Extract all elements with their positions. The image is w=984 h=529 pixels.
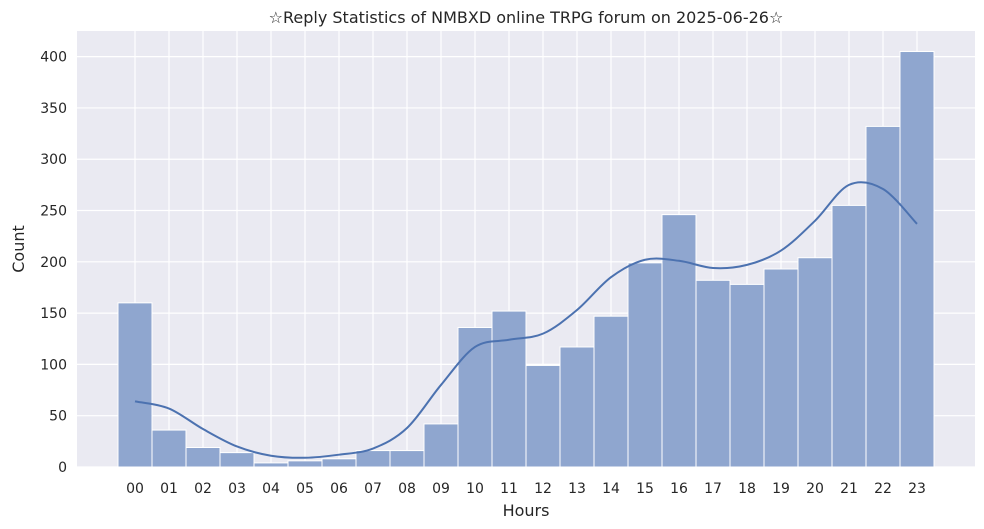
y-tick-label: 400 [40, 50, 67, 66]
bar-hour-19 [763, 268, 799, 468]
bar-hour-01 [151, 429, 187, 468]
y-tick-label: 150 [40, 306, 67, 322]
x-tick-label: 03 [228, 481, 246, 497]
bar-hour-00 [117, 302, 153, 468]
bar-hour-15 [627, 262, 663, 468]
x-tick-label: 23 [908, 481, 926, 497]
x-tick-label: 19 [772, 481, 790, 497]
bar-hour-04 [253, 462, 289, 468]
y-tick-label: 200 [40, 255, 67, 271]
bar-hour-14 [593, 315, 629, 468]
x-tick-label: 09 [432, 481, 450, 497]
x-tick-label: 15 [636, 481, 654, 497]
bars [117, 51, 935, 468]
y-tick-label: 350 [40, 101, 67, 117]
x-tick-label: 18 [738, 481, 756, 497]
x-tick-label: 08 [398, 481, 416, 497]
bar-hour-11 [491, 310, 527, 468]
bar-hour-13 [559, 346, 595, 468]
bar-hour-23 [899, 51, 935, 468]
y-tick-label: 100 [40, 357, 67, 373]
x-tick-label: 07 [364, 481, 382, 497]
x-tick-label: 17 [704, 481, 722, 497]
x-tick-label: 20 [806, 481, 824, 497]
chart-title: ☆Reply Statistics of NMBXD online TRPG f… [269, 8, 784, 27]
x-tick-label: 00 [126, 481, 144, 497]
y-tick-label: 0 [58, 460, 67, 476]
bar-hour-17 [695, 279, 731, 468]
bar-hour-18 [729, 283, 765, 468]
y-tick-label: 300 [40, 152, 67, 168]
x-tick-label: 04 [262, 481, 280, 497]
x-axis-title: Hours [503, 501, 550, 520]
bar-hour-02 [185, 447, 221, 468]
bar-hour-07 [355, 450, 391, 468]
bar-hour-09 [423, 423, 459, 468]
x-tick-label: 06 [330, 481, 348, 497]
bar-hour-16 [661, 214, 697, 468]
kde-curve [134, 181, 918, 459]
bar-hour-06 [321, 458, 357, 468]
bar-hour-22 [865, 125, 901, 468]
bar-hour-20 [797, 257, 833, 468]
x-tick-label: 16 [670, 481, 688, 497]
x-tick-label: 02 [194, 481, 212, 497]
y-tick-label: 50 [49, 409, 67, 425]
x-tick-label: 14 [602, 481, 620, 497]
bar-hour-08 [389, 450, 425, 468]
bar-hour-12 [525, 364, 561, 468]
bar-hour-21 [831, 204, 867, 468]
x-tick-labels: 00 01 02 03 04 05 06 07 08 09 10 11 12 13 14 15 16 17 18 19… [126, 481, 926, 497]
x-tick-label: 21 [840, 481, 858, 497]
y-tick-label: 250 [40, 204, 67, 220]
x-tick-label: 12 [534, 481, 552, 497]
x-tick-label: 10 [466, 481, 484, 497]
x-tick-label: 01 [160, 481, 178, 497]
bar-hour-03 [219, 452, 255, 468]
bar-hour-10 [457, 326, 493, 468]
x-tick-label: 22 [874, 481, 892, 497]
y-tick-labels: 0 50 100 150 200 250 300 350 400 [40, 50, 67, 476]
y-axis-title: Count [9, 225, 28, 273]
bar-hour-05 [287, 460, 323, 468]
x-tick-label: 05 [296, 481, 314, 497]
x-tick-label: 11 [500, 481, 518, 497]
x-tick-label: 13 [568, 481, 586, 497]
